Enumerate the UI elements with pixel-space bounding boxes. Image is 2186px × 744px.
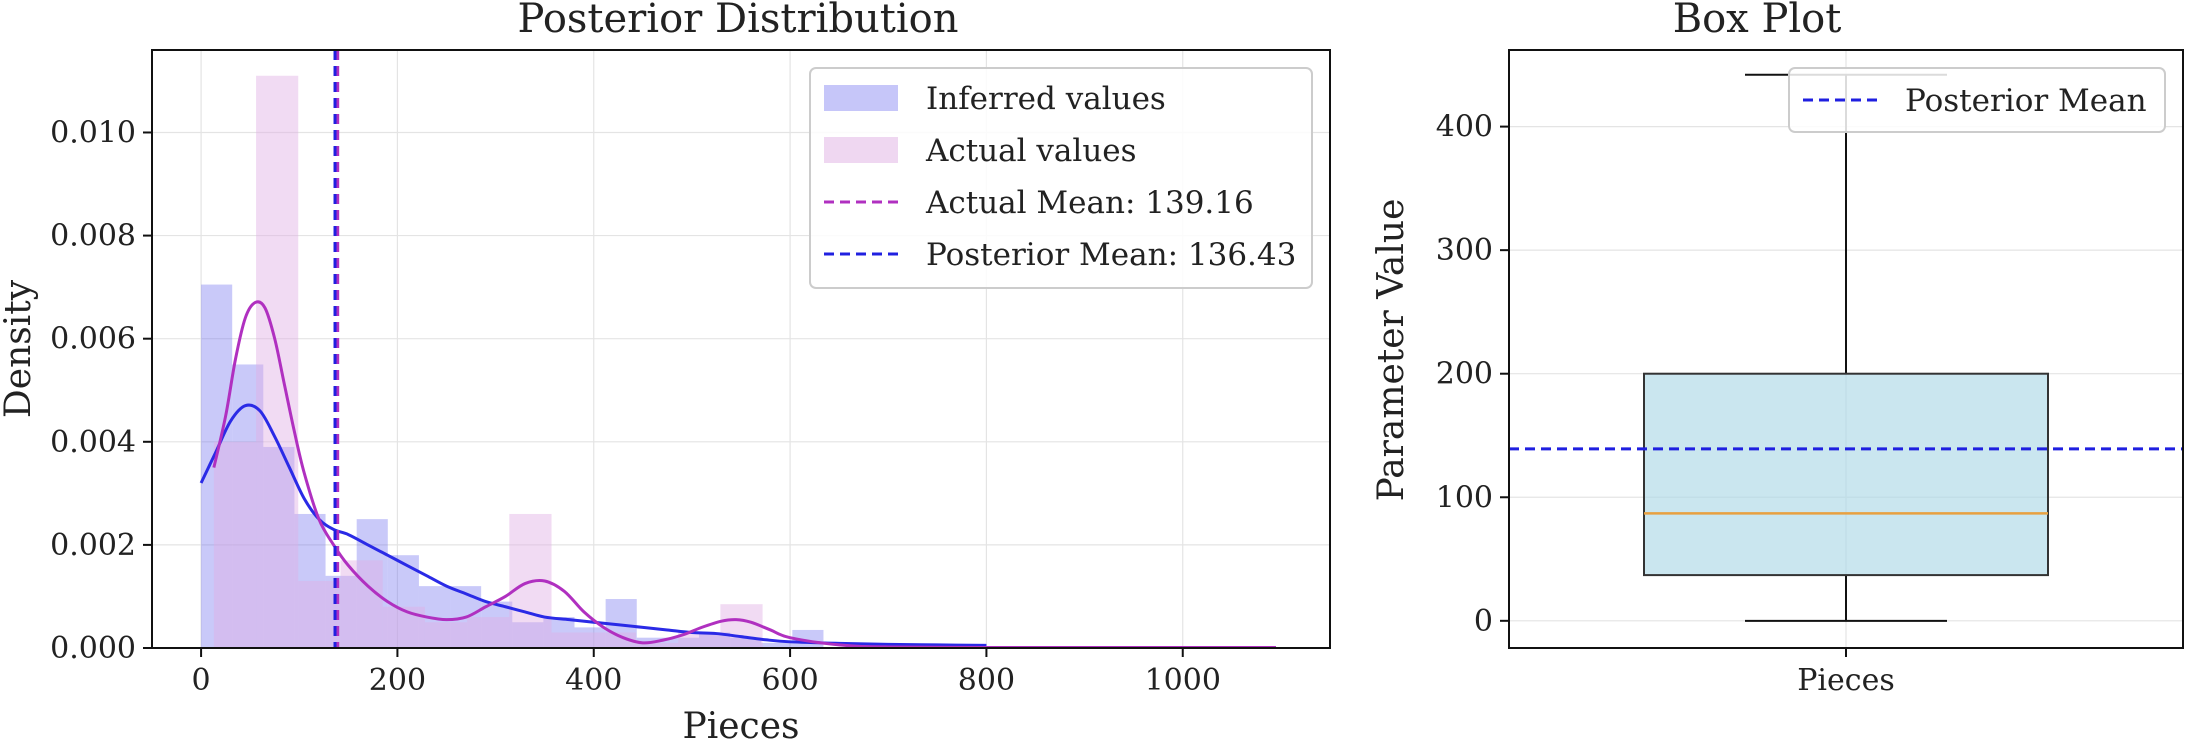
legend-label: Actual values — [925, 133, 1137, 169]
actual-bar — [256, 75, 299, 648]
x-tick-label: 800 — [958, 663, 1015, 698]
y-tick-label: 300 — [1436, 233, 1493, 268]
kde-lines — [199, 300, 1277, 650]
actual-bar — [635, 642, 679, 648]
x-tick-label: 600 — [761, 663, 818, 698]
mean-lines — [333, 50, 340, 648]
x-tick-label: 200 — [369, 663, 426, 698]
legend-label: Actual Mean: 139.16 — [925, 185, 1254, 221]
inferred-bar — [387, 555, 419, 648]
y-tick-label: 0.000 — [50, 631, 136, 666]
inferred-bar — [201, 284, 233, 648]
inferred-kde-line — [199, 403, 987, 647]
actual-bar — [678, 632, 721, 648]
y-tick-label: 400 — [1436, 110, 1493, 145]
actual-bar — [298, 580, 341, 648]
x-tick-label: Pieces — [1797, 663, 1895, 698]
y-tick-label: 200 — [1436, 357, 1493, 392]
box-plot-panel: Box Plot 0 100 200 300 400 Pieces Parameter … — [1371, 0, 2184, 698]
posterior-title: Posterior Distribution — [518, 0, 959, 42]
x-tick-label: 1000 — [1145, 663, 1221, 698]
inferred-bar — [698, 632, 731, 648]
posterior-y-ticks: 0.000 0.002 0.004 0.006 0.008 0.010 — [50, 115, 152, 666]
y-tick-label: 0.004 — [50, 425, 136, 460]
inferred-bar — [574, 627, 606, 648]
y-tick-label: 0 — [1474, 604, 1493, 639]
actual-bar — [551, 632, 594, 648]
posterior-x-label: Pieces — [683, 706, 800, 744]
inferred-bar — [263, 446, 295, 648]
posterior-y-label: Density — [0, 279, 39, 418]
legend-box — [809, 67, 1313, 289]
legend-label: Posterior Mean — [1905, 83, 2147, 119]
legend-label: Inferred values — [926, 81, 1166, 117]
inferred-bar — [730, 637, 762, 648]
y-tick-label: 0.008 — [50, 219, 136, 254]
iqr-box — [1643, 372, 2049, 577]
inferred-bar — [325, 575, 357, 648]
boxplot-y-label: Parameter Value — [1371, 199, 1412, 502]
x-tick-label: 0 — [192, 663, 211, 698]
legend-label: Posterior Mean: 136.43 — [926, 237, 1296, 273]
actual-bar — [593, 632, 636, 648]
inferred-bar — [481, 601, 513, 648]
x-tick-label: 400 — [565, 663, 622, 698]
actual-bar — [720, 604, 763, 648]
actual-bar — [382, 606, 425, 648]
inferred-bar — [761, 642, 793, 648]
boxplot-x-ticks: Pieces — [1797, 648, 1895, 698]
y-tick-label: 0.006 — [50, 322, 136, 357]
actual-kde-line — [212, 300, 1277, 650]
actual-histogram — [213, 75, 763, 648]
posterior-axes-frame — [151, 49, 1331, 649]
legend-box — [1788, 67, 2166, 133]
y-tick-label: 0.002 — [50, 528, 136, 563]
posterior-legend: Inferred values Actual values Actual Mean:… — [809, 67, 1313, 289]
actual-bar — [340, 560, 383, 648]
inferred-bar — [294, 513, 326, 648]
boxplot-legend: Posterior Mean — [1788, 67, 2166, 133]
inferred-bar — [512, 622, 544, 648]
inferred-bar — [543, 617, 575, 648]
inferred-bar — [667, 637, 699, 648]
actual-bar — [213, 441, 257, 648]
legend-swatch — [824, 137, 898, 163]
y-tick-label: 0.010 — [50, 115, 136, 150]
y-tick-label: 100 — [1436, 480, 1493, 515]
boxplot-box — [1643, 73, 2049, 622]
legend-swatch — [824, 85, 898, 111]
boxplot-y-ticks: 0 100 200 300 400 — [1436, 110, 1509, 639]
posterior-x-ticks: 0 200 400 600 800 1000 — [192, 648, 1221, 698]
posterior-distribution-panel: Posterior Distribution 0 200 400 600 800 1000… — [0, 0, 1331, 744]
boxplot-title: Box Plot — [1673, 0, 1842, 42]
actual-bar — [467, 617, 510, 648]
actual-bar — [424, 622, 468, 648]
inferred-histogram — [201, 284, 824, 648]
